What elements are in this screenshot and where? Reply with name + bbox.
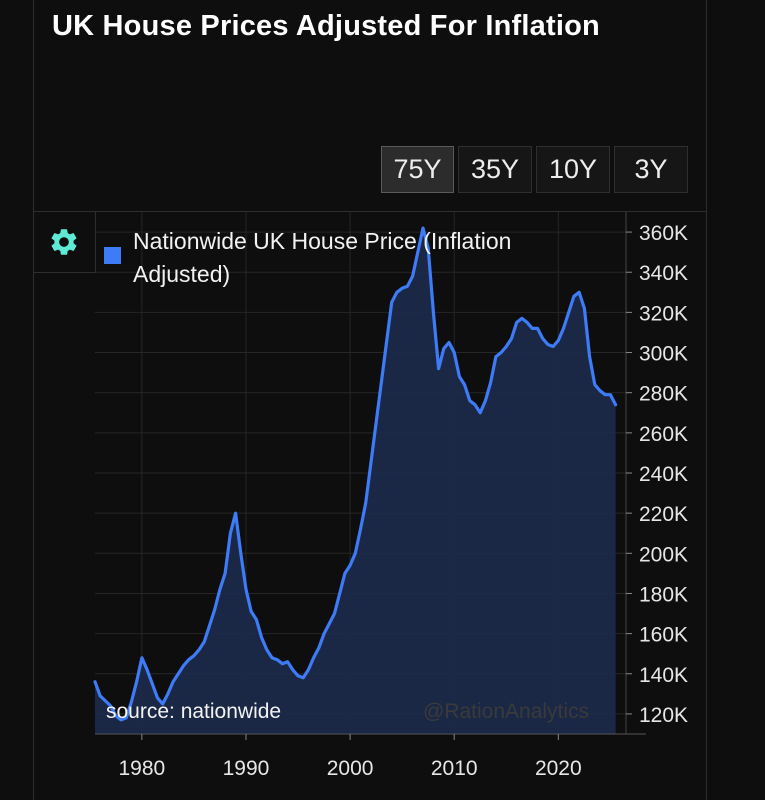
series-area	[95, 228, 616, 734]
y-tick-label-120K: 120K	[639, 704, 688, 727]
range-button-10y[interactable]: 10Y	[536, 146, 610, 193]
frame-right-border	[706, 0, 707, 800]
y-tick-label-260K: 260K	[639, 423, 688, 446]
frame-left-border	[33, 0, 34, 800]
header-divider	[33, 211, 707, 212]
y-tick-label-180K: 180K	[639, 583, 688, 606]
y-tick-label-140K: 140K	[639, 664, 688, 687]
range-button-35y[interactable]: 35Y	[458, 146, 532, 193]
gear-icon	[51, 229, 77, 255]
x-tick-label-1990: 1990	[223, 757, 270, 780]
y-tick-label-360K: 360K	[639, 222, 688, 245]
range-button-3y[interactable]: 3Y	[614, 146, 688, 193]
y-tick-label-200K: 200K	[639, 543, 688, 566]
series-line	[93, 226, 618, 722]
x-tick-label-2000: 2000	[327, 757, 374, 780]
y-tick-label-300K: 300K	[639, 343, 688, 366]
legend-swatch	[104, 247, 121, 264]
legend-label: Nationwide UK House Price (Inflation Adj…	[133, 228, 512, 287]
range-selector: 75Y 35Y 10Y 3Y	[381, 146, 688, 193]
y-tick-label-160K: 160K	[639, 624, 688, 647]
y-tick-label-220K: 220K	[639, 503, 688, 526]
settings-button[interactable]	[33, 212, 96, 273]
y-tick-label-280K: 280K	[639, 383, 688, 406]
chart-legend: Nationwide UK House Price (Inflation Adj…	[104, 225, 603, 291]
range-button-75y[interactable]: 75Y	[381, 146, 454, 193]
page-title: UK House Prices Adjusted For Inflation	[52, 10, 600, 42]
y-tick-label-240K: 240K	[639, 463, 688, 486]
y-tick-label-340K: 340K	[639, 262, 688, 285]
y-tick-label-320K: 320K	[639, 302, 688, 325]
source-note: source: nationwide	[106, 700, 282, 723]
x-tick-label-1980: 1980	[118, 757, 165, 780]
watermark: @RationAnalytics	[423, 700, 590, 723]
x-tick-label-2020: 2020	[535, 757, 582, 780]
x-tick-label-2010: 2010	[431, 757, 478, 780]
